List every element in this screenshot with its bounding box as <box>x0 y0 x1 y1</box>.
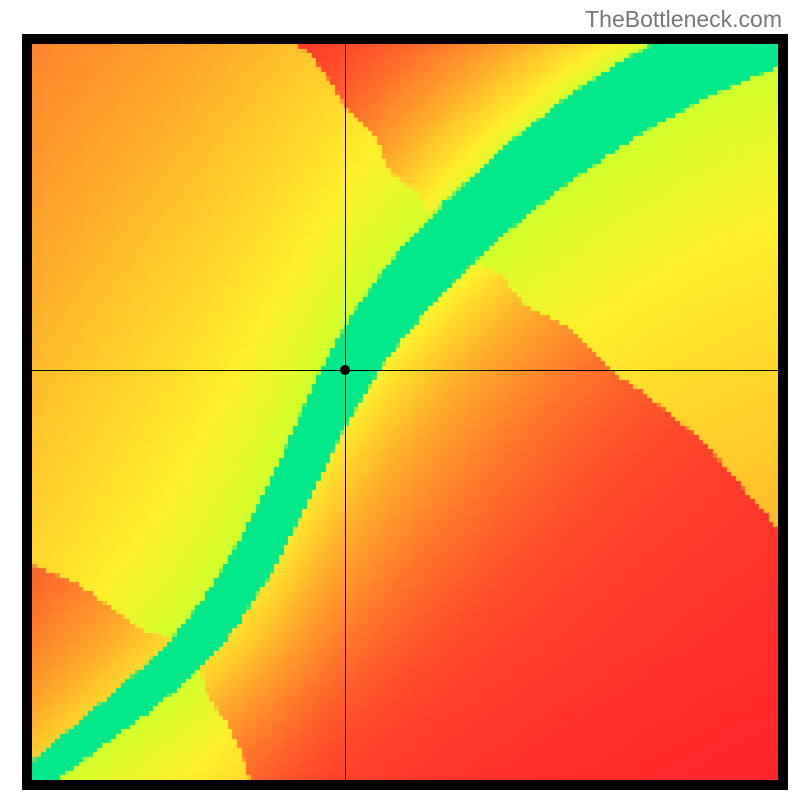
crosshair-marker-dot <box>340 365 350 375</box>
heatmap-canvas <box>32 44 778 780</box>
crosshair-horizontal <box>32 370 778 371</box>
chart-container: TheBottleneck.com <box>0 0 800 800</box>
watermark-text: TheBottleneck.com <box>585 6 782 33</box>
crosshair-vertical <box>345 44 346 780</box>
